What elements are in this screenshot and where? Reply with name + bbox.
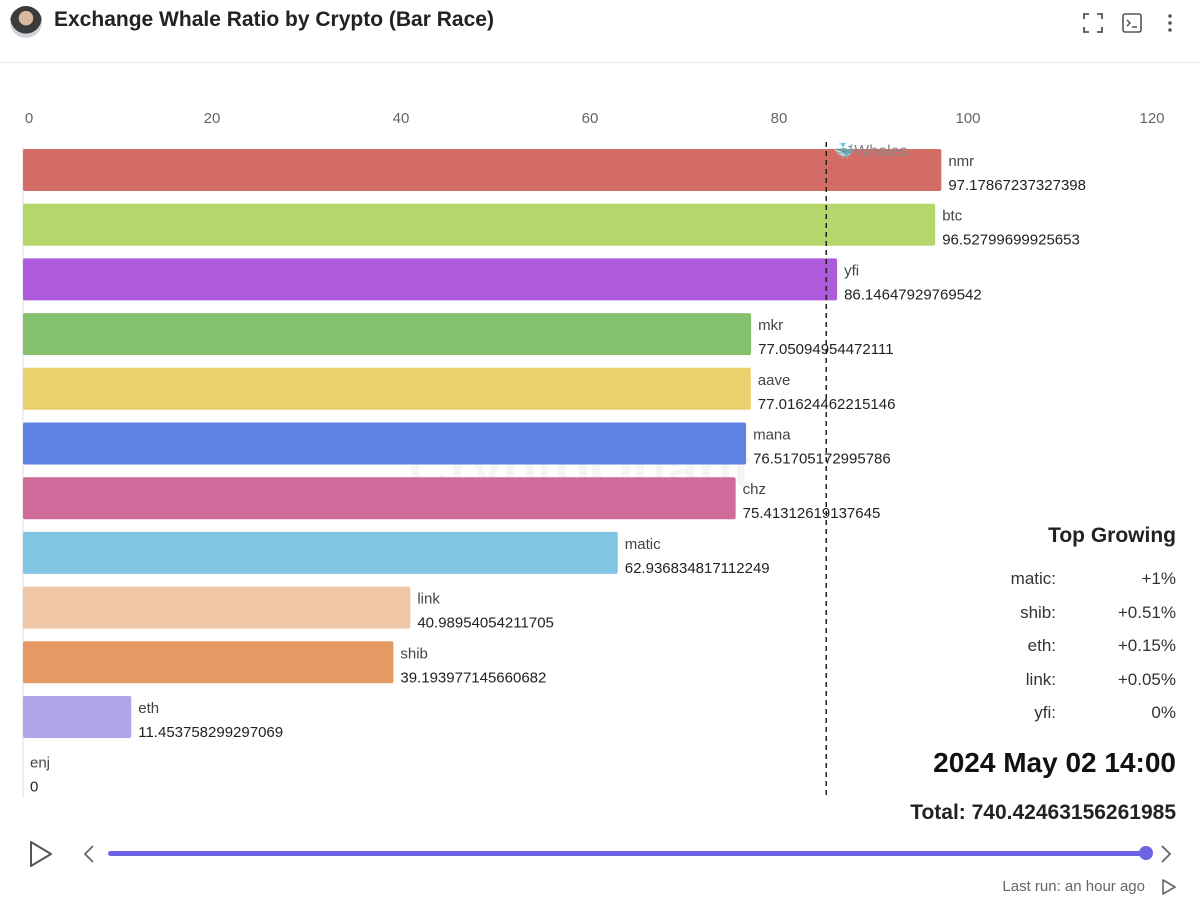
x-tick-label: 0	[25, 110, 33, 127]
bar-matic	[23, 531, 618, 574]
top-growing-row: shib: +0.51%	[976, 603, 1176, 627]
slider-thumb[interactable]	[1139, 846, 1153, 860]
play-button[interactable]	[28, 840, 54, 868]
top-growing-value: +0.51%	[1117, 602, 1176, 622]
top-growing-name: eth:	[1027, 636, 1056, 655]
x-tick-label: 60	[582, 110, 599, 127]
current-date: 2024 May 02 14:00	[933, 747, 1176, 778]
top-growing-row: matic: +1%	[976, 569, 1176, 593]
bar-label-chz: chz	[743, 481, 766, 498]
bar-aave	[23, 367, 751, 410]
bar-label-mkr: mkr	[758, 317, 783, 334]
bar-value-btc: 96.52799699925653	[942, 232, 1080, 249]
bar-label-enj: enj	[30, 755, 50, 772]
top-growing-value: +0.15%	[1117, 636, 1176, 655]
code-icon[interactable]	[1121, 12, 1143, 34]
top-growing-value: +1%	[1141, 569, 1177, 588]
bar-chz	[23, 477, 736, 520]
x-tick-label: 20	[204, 110, 221, 127]
bar-btc	[23, 203, 936, 246]
top-growing-row: yfi: 0%	[976, 703, 1176, 727]
x-tick-label: 100	[955, 110, 980, 127]
bar-label-link: link	[417, 591, 440, 608]
run-icon[interactable]	[1160, 878, 1178, 896]
bar-shib	[23, 641, 394, 684]
bar-label-eth: eth	[138, 700, 159, 717]
bar-label-matic: matic	[625, 536, 661, 553]
top-growing-row: link: +0.05%	[976, 670, 1176, 694]
widget-header: Exchange Whale Ratio by Crypto (Bar Race…	[0, 0, 1200, 63]
next-arrow-icon[interactable]	[1159, 843, 1173, 865]
bar-label-shib: shib	[400, 645, 428, 662]
fullscreen-icon[interactable]	[1082, 12, 1104, 34]
avatar	[10, 6, 42, 38]
more-vertical-icon[interactable]	[1159, 12, 1181, 34]
top-growing-row: eth: +0.15%	[976, 636, 1176, 660]
bar-value-nmr: 97.17867237327398	[948, 177, 1086, 194]
bar-yfi	[23, 258, 838, 301]
bar-value-yfi: 86.14647929769542	[844, 286, 982, 303]
x-tick-label: 40	[393, 110, 410, 127]
bar-mkr	[23, 313, 752, 356]
top-growing-value: 0%	[1151, 703, 1176, 722]
bar-mana	[23, 422, 747, 465]
top-growing-name: link:	[1025, 669, 1056, 689]
bar-link	[23, 586, 411, 629]
bar-value-link: 40.98954054211705	[417, 615, 554, 632]
top-growing-name: shib:	[1020, 602, 1056, 622]
last-run-text: Last run: an hour ago	[1002, 878, 1145, 895]
total-value: Total: 740.42463156261985	[910, 801, 1176, 824]
timeline-slider[interactable]	[108, 851, 1146, 856]
bar-value-eth: 11.453758299297069	[138, 724, 283, 741]
previous-arrow-icon[interactable]	[82, 843, 96, 865]
bar-value-matic: 62.936834817112249	[625, 560, 770, 577]
bar-value-mana: 76.51705172995786	[753, 451, 891, 468]
bar-value-enj: 0	[30, 779, 38, 796]
bar-nmr	[23, 149, 942, 191]
top-growing-title: Top Growing	[1048, 524, 1176, 547]
bar-label-mana: mana	[753, 427, 791, 444]
top-growing-name: matic:	[1010, 569, 1056, 588]
bar-value-chz: 75.41312619137645	[743, 505, 881, 522]
bar-label-btc: btc	[942, 208, 963, 225]
bar-label-aave: aave	[758, 372, 791, 389]
whales-reference-label: 🐳Whales	[834, 142, 907, 160]
bar-value-shib: 39.193977145660682	[400, 669, 546, 686]
x-tick-label: 120	[1139, 110, 1164, 127]
widget-title: Exchange Whale Ratio by Crypto (Bar Race…	[54, 8, 494, 31]
top-growing-value: +0.05%	[1117, 669, 1176, 689]
bar-label-nmr: nmr	[948, 153, 974, 170]
top-growing-name: yfi:	[1034, 703, 1056, 722]
bar-label-yfi: yfi	[844, 262, 859, 279]
bar-eth	[23, 696, 132, 738]
x-tick-label: 80	[771, 110, 788, 127]
